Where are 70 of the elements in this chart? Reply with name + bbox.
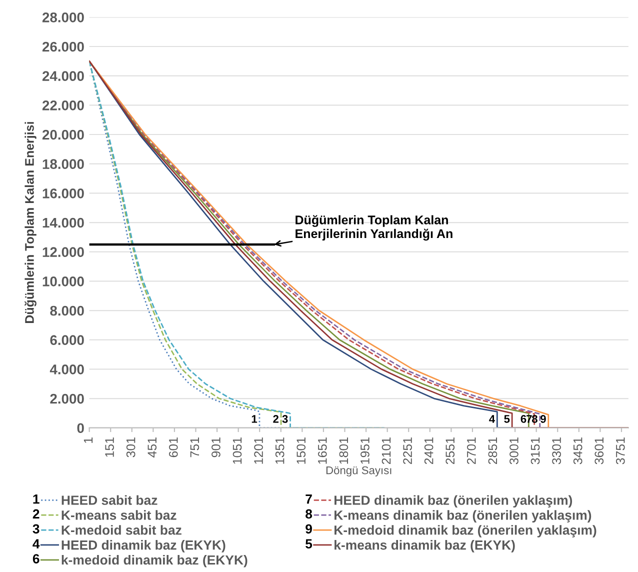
y-axis-title: Düğümlerin Toplam Kalan Enerjisi xyxy=(24,122,36,323)
x-axis-title: Döngü Sayısı xyxy=(326,466,392,476)
y-tick-label: 26.000 xyxy=(42,42,84,52)
y-tick-label: 8.000 xyxy=(50,306,84,316)
annotation: Düğümlerin Toplam Kalan Enerjilerinin Yarılandığı An xyxy=(296,215,452,241)
annotation: 4 xyxy=(489,415,496,423)
x-tick-label: 1801 xyxy=(339,437,348,464)
legend-label: HEED sabit baz xyxy=(62,495,158,505)
annotation: 9 xyxy=(540,415,546,423)
text: 1 xyxy=(33,494,40,504)
x-tick-label: 1351 xyxy=(275,437,284,464)
x-tick-label: 3751 xyxy=(616,437,625,464)
x-tick-label: 2551 xyxy=(446,437,455,464)
x-tick-label: 751 xyxy=(190,437,200,458)
x-tick-label: 2401 xyxy=(424,437,434,464)
x-tick-label: 1501 xyxy=(296,437,306,464)
x-tick-label: 451 xyxy=(148,437,157,458)
text: 8 xyxy=(306,509,312,519)
text: 3 xyxy=(32,524,40,534)
y-tick-label: 12.000 xyxy=(42,247,84,258)
x-tick-label: 2101 xyxy=(382,437,391,464)
y-tick-label: 16.000 xyxy=(42,188,84,198)
y-tick-label: 28.000 xyxy=(42,12,84,22)
annotation: 6 xyxy=(520,415,526,423)
x-tick-label: 1201 xyxy=(254,437,263,464)
x-tick-label: 3301 xyxy=(552,437,561,464)
y-tick-label: 4.000 xyxy=(50,364,84,374)
y-tick-label: 24.000 xyxy=(42,71,84,81)
legend-label: HEED dinamik baz (EKYK) xyxy=(62,540,226,552)
y-tick-label: 0 xyxy=(77,423,84,434)
legend-label: HEED dinamik baz (önerilen yaklaşım) xyxy=(334,495,572,508)
x-tick-label: 901 xyxy=(212,437,220,458)
x-tick-label: 301 xyxy=(126,437,136,458)
y-tick-label: 22.000 xyxy=(42,100,84,110)
x-tick-label: 151 xyxy=(105,437,114,457)
text: 2 xyxy=(32,509,40,519)
y-tick-label: 20.000 xyxy=(42,130,84,140)
x-tick-label: 1051 xyxy=(232,437,242,464)
legend-label: K-medoid sabit baz xyxy=(62,525,182,535)
x-tick-label: 1 xyxy=(84,437,93,443)
annotation: 2 xyxy=(273,415,279,423)
y-tick-label: 6.000 xyxy=(50,335,84,346)
x-tick-label: 3601 xyxy=(594,437,604,464)
y-tick-label: 10.000 xyxy=(42,276,84,286)
y-tick-label: 2.000 xyxy=(50,394,84,404)
x-tick-label: 2251 xyxy=(403,437,412,464)
x-tick-label: 3001 xyxy=(510,437,518,464)
text: 7 xyxy=(306,494,312,504)
x-tick-label: 2701 xyxy=(466,437,476,464)
text: 4 xyxy=(32,539,40,548)
annotation: 1 xyxy=(252,415,258,423)
x-tick-label: 1651 xyxy=(318,437,327,464)
text: 9 xyxy=(306,524,312,534)
annotation: 5 xyxy=(504,415,510,423)
x-tick-label: 2851 xyxy=(488,437,498,464)
x-tick-label: 601 xyxy=(168,437,178,458)
legend-label: k-means dinamik baz (EKYK) xyxy=(334,540,515,552)
y-tick-label: 18.000 xyxy=(42,159,84,170)
legend-label: k-medoid dinamik baz (EKYK) xyxy=(62,554,248,568)
annotation: 8 xyxy=(532,415,538,423)
legend-label: K-means sabit baz xyxy=(62,510,176,520)
y-tick-label: 14.000 xyxy=(42,218,84,228)
legend-label: K-means dinamik baz (önerilen yaklaşım) xyxy=(334,510,592,522)
text: 6 xyxy=(32,554,40,564)
text: 5 xyxy=(306,539,312,549)
x-tick-label: 3451 xyxy=(573,437,582,464)
x-tick-label: 1951 xyxy=(360,437,370,464)
x-tick-label: 3151 xyxy=(530,437,540,464)
annotation: 3 xyxy=(282,415,288,423)
legend-label: K-medoid dinamik baz (önerilen yaklaşım) xyxy=(334,525,596,538)
